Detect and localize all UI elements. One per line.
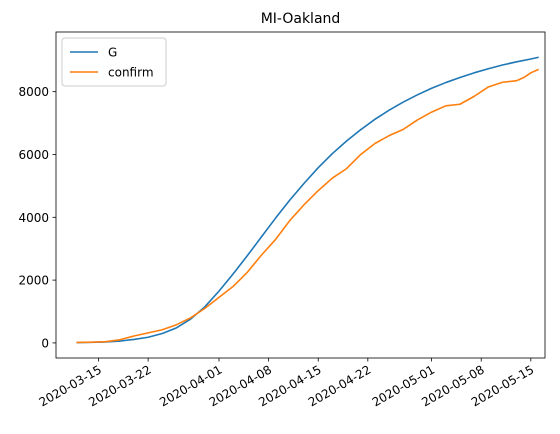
chart-layer: MI-Oakland020004000600080002020-03-15202…: [18, 11, 546, 409]
legend-label-G: G: [108, 46, 117, 60]
chart-title: MI-Oakland: [261, 11, 341, 27]
y-tick-label: 6000: [18, 148, 49, 162]
legend-box: [61, 37, 167, 87]
y-tick-label: 0: [41, 336, 49, 350]
plot-frame: [55, 31, 546, 359]
series-line-G: [76, 56, 539, 344]
y-tick-label: 8000: [18, 85, 49, 99]
y-tick-label: 4000: [18, 211, 49, 225]
series-line-confirm: [76, 68, 539, 344]
y-tick-label: 2000: [18, 274, 49, 288]
legend-label-confirm: confirm: [108, 66, 154, 80]
